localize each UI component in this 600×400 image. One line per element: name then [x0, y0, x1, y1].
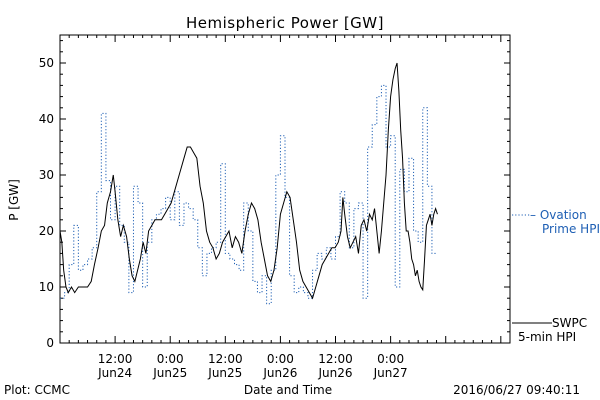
y-axis-label: P [GW] [7, 179, 21, 221]
x-tick-time: 0:00 [157, 352, 184, 366]
ovation-legend-label-2: Prime HPI [542, 222, 600, 236]
y-tick-label: 50 [39, 56, 54, 70]
y-tick-label: 20 [39, 224, 54, 238]
ovation-series-line [60, 84, 437, 305]
plot-frame [59, 34, 511, 344]
x-tick-date: Jun26 [317, 366, 352, 380]
tick-labels: 0102030405012:00Jun240:00Jun2512:00Jun25… [39, 56, 408, 380]
x-tick-date: Jun24 [97, 366, 132, 380]
axes [59, 34, 511, 344]
y-tick-label: 40 [39, 112, 54, 126]
y-tick-label: 0 [46, 336, 54, 350]
swpc-legend-label-1: SWPC [552, 316, 587, 330]
y-tick-label: 30 [39, 168, 54, 182]
ovation-legend-label-1: – Ovation [530, 208, 587, 222]
footer-right: 2016/06/27 09:40:11 [453, 383, 580, 397]
x-tick-time: 12:00 [98, 352, 133, 366]
x-tick-time: 0:00 [267, 352, 294, 366]
x-tick-date: Jun25 [207, 366, 242, 380]
y-tick-label: 10 [39, 280, 54, 294]
x-tick-time: 0:00 [377, 352, 404, 366]
swpc-series [59, 62, 438, 300]
footer-left: Plot: CCMC [4, 383, 70, 397]
x-tick-time: 12:00 [208, 352, 243, 366]
chart-title: Hemispheric Power [GW] [186, 14, 384, 32]
x-axis-label: Date and Time [244, 383, 332, 397]
x-tick-date: Jun27 [373, 366, 408, 380]
x-tick-date: Jun25 [152, 366, 187, 380]
x-tick-time: 12:00 [318, 352, 353, 366]
swpc-legend-label-2: 5-min HPI [518, 330, 576, 344]
swpc-series-line [59, 62, 438, 300]
x-tick-date: Jun26 [262, 366, 297, 380]
ovation-series [60, 84, 437, 305]
